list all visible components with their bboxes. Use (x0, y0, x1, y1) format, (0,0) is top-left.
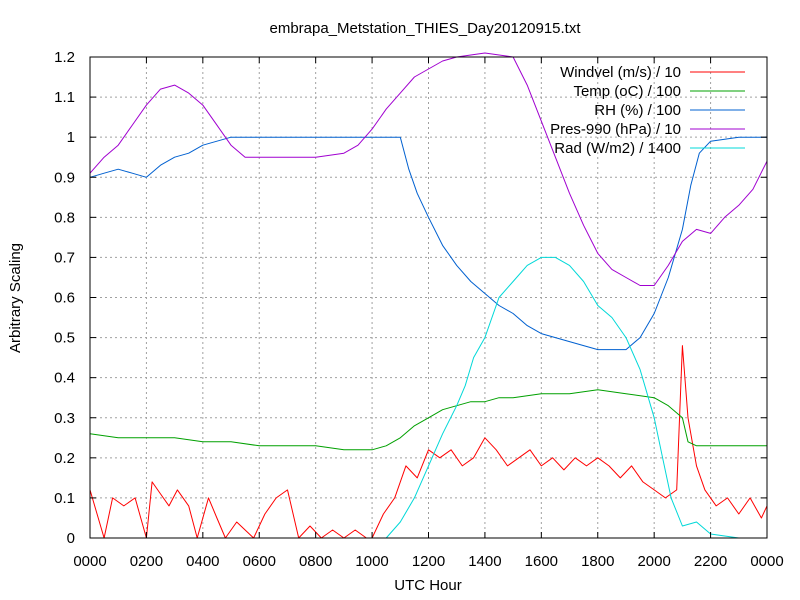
y-tick-label: 0.7 (54, 249, 75, 266)
x-tick-label: 0200 (130, 553, 163, 570)
y-tick-label: 0.9 (54, 169, 75, 186)
y-ticks: 0 0.1 0.2 0.3 0.4 0.5 0.6 0.7 0.8 0.9 1 1.1 1.2 (54, 49, 767, 547)
x-axis-label: UTC Hour (394, 577, 462, 594)
y-tick-label: 1 (67, 129, 75, 146)
y-tick-label: 0 (67, 530, 75, 547)
x-tick-label: 1800 (581, 553, 614, 570)
x-ticks: 0000 0200 0400 0600 0800 1000 1200 1400 1600 1800… (73, 57, 784, 570)
series-line-3 (89, 52, 768, 286)
y-tick-label: 1.1 (54, 89, 75, 106)
series-layer (89, 52, 768, 539)
x-tick-label: 2200 (694, 553, 727, 570)
y-tick-label: 0.3 (54, 410, 75, 427)
x-tick-label: 0800 (299, 553, 332, 570)
x-tick-label: 0400 (186, 553, 219, 570)
y-tick-label: 0.5 (54, 330, 75, 347)
y-tick-label: 0.2 (54, 450, 75, 467)
x-tick-label: 0000 (750, 553, 783, 570)
x-tick-label: 1600 (525, 553, 558, 570)
y-tick-label: 0.6 (54, 290, 75, 307)
x-tick-label: 0000 (73, 553, 106, 570)
legend: Windvel (m/s) / 10 Temp (oC) / 100 RH (%) … (550, 64, 745, 157)
series-line-0 (89, 345, 768, 539)
legend-label: Windvel (m/s) / 10 (560, 64, 681, 81)
x-tick-label: 2000 (637, 553, 670, 570)
series-line-2 (89, 136, 767, 351)
x-tick-label: 1400 (468, 553, 501, 570)
series-line-4 (90, 256, 767, 539)
x-tick-label: 0600 (243, 553, 276, 570)
y-tick-label: 0.4 (54, 370, 75, 387)
y-tick-label: 1.2 (54, 49, 75, 66)
legend-label: Rad (W/m2) / 1400 (554, 140, 681, 157)
legend-label: Temp (oC) / 100 (573, 83, 681, 100)
x-tick-label: 1000 (355, 553, 388, 570)
y-axis-label: Arbitrary Scaling (7, 243, 24, 353)
x-tick-label: 1200 (412, 553, 445, 570)
y-tick-label: 0.1 (54, 490, 75, 507)
chart-title: embrapa_Metstation_THIES_Day20120915.txt (269, 20, 581, 37)
legend-label: RH (%) / 100 (594, 102, 681, 119)
legend-label: Pres-990 (hPa) / 10 (550, 121, 681, 138)
y-tick-label: 0.8 (54, 209, 75, 226)
